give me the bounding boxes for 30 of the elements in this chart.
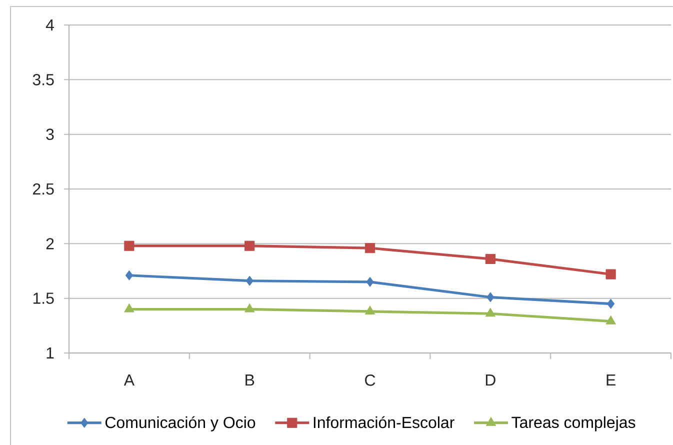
x-tick-label: D (486, 374, 496, 386)
point (124, 303, 134, 312)
y-tick-label: 1.5 (33, 292, 54, 304)
x-tick-label: B (246, 374, 254, 386)
legend-label: Tareas complejas (512, 416, 636, 432)
point (606, 315, 616, 324)
point (246, 276, 254, 286)
point (124, 240, 134, 251)
point (244, 303, 255, 312)
y-tick-label: 1 (46, 347, 54, 358)
y-tick-label: 3.5 (32, 74, 54, 86)
legend-label: Comunicación y Ocio (105, 416, 256, 432)
y-tick-label: 4 (46, 19, 54, 31)
y-tick-label: 3 (46, 128, 54, 140)
y-tick-label: 2.5 (33, 183, 54, 195)
point (364, 306, 376, 314)
y-tick-label: 2 (46, 238, 54, 250)
x-tick-label: E (606, 374, 616, 386)
point (486, 292, 494, 302)
point (485, 254, 496, 264)
point (364, 242, 376, 254)
point (606, 269, 616, 280)
legend-label: Información-Escolar (314, 416, 454, 428)
x-tick-label: A (124, 374, 135, 386)
point (366, 276, 374, 287)
x-tick-label: C (365, 374, 376, 386)
point (606, 298, 615, 309)
point (485, 308, 496, 317)
point (125, 270, 134, 280)
point (244, 240, 255, 251)
